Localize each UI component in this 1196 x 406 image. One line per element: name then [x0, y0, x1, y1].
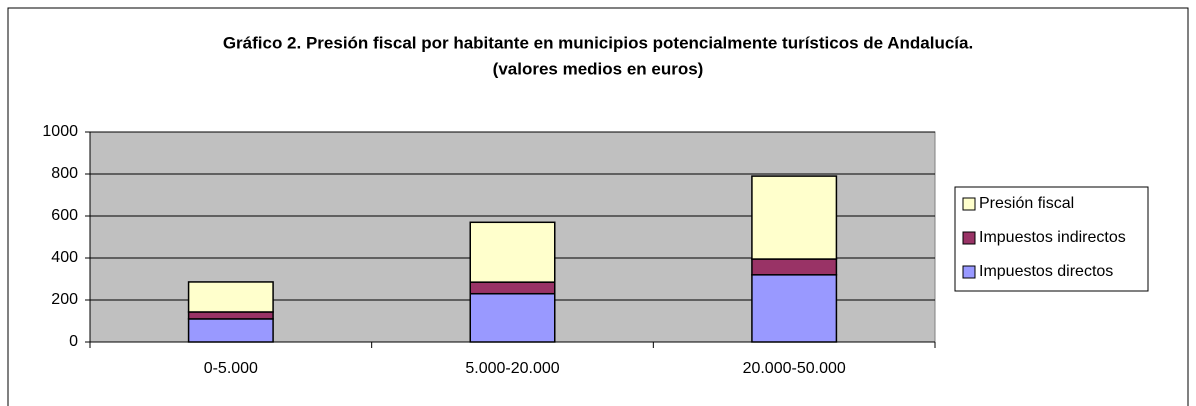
y-tick-label: 200 — [51, 291, 78, 308]
legend-label: Impuestos directos — [979, 263, 1113, 280]
y-tick-label: 1000 — [42, 123, 78, 140]
bar-segment — [469, 281, 556, 295]
x-tick-label: 5.000-20.000 — [465, 360, 559, 377]
bar-segment — [469, 221, 556, 283]
bar-segment — [187, 281, 274, 313]
bar-segment — [751, 258, 838, 276]
chart-title: Gráfico 2. Presión fiscal por habitante … — [223, 33, 973, 52]
bar-segment — [187, 311, 274, 320]
y-tick-label: 800 — [51, 165, 78, 182]
bar-segment — [187, 318, 274, 343]
legend-swatch — [962, 197, 976, 211]
y-tick-label: 400 — [51, 249, 78, 266]
bar-segment — [751, 175, 838, 260]
bar-segment — [751, 274, 838, 343]
chart-border — [7, 7, 1189, 406]
legend-box — [954, 186, 1149, 292]
legend-label: Impuestos indirectos — [979, 229, 1126, 246]
x-tick-label: 0-5.000 — [204, 360, 258, 377]
chart-subtitle: (valores medios en euros) — [493, 59, 704, 78]
y-tick-label: 600 — [51, 207, 78, 224]
legend-label: Presión fiscal — [979, 195, 1074, 212]
legend-swatch — [962, 265, 976, 279]
x-tick-label: 20.000-50.000 — [743, 360, 846, 377]
legend-swatch — [962, 231, 976, 245]
bar-segment — [469, 292, 556, 343]
y-tick-label: 0 — [69, 333, 78, 350]
